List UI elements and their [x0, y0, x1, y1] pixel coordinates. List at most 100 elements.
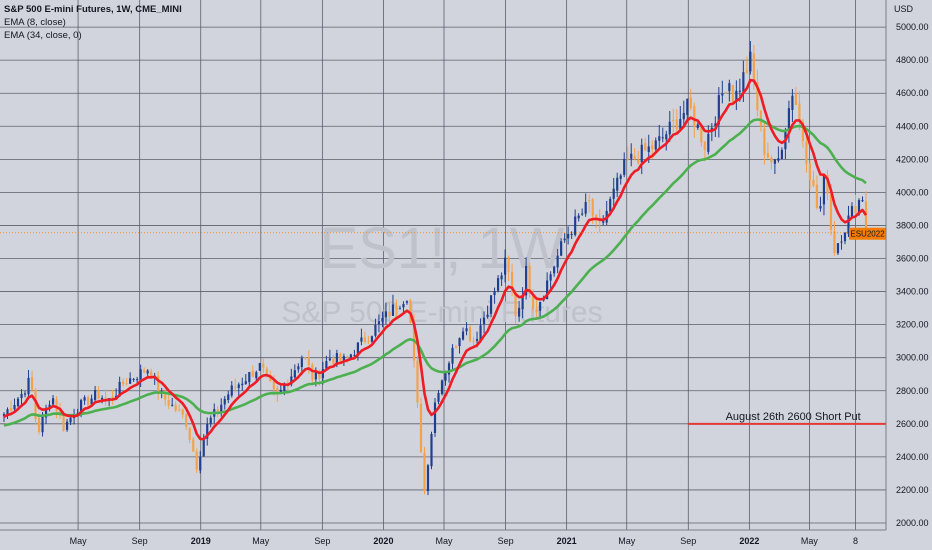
- candle-body: [581, 213, 584, 215]
- candle-body: [682, 113, 685, 120]
- candle-body: [577, 215, 580, 219]
- candle-body: [90, 398, 93, 405]
- price-axis[interactable]: USD 5000.00 4800.00 4600.00 4400.00 4200.00 40…: [885, 0, 932, 550]
- candle-body: [468, 326, 472, 341]
- candle-body: [51, 398, 55, 405]
- candle-body: [9, 408, 13, 411]
- candle-body: [493, 291, 496, 296]
- candle-body: [262, 363, 265, 368]
- candle-body: [44, 407, 48, 418]
- candle-body: [171, 404, 174, 406]
- candle-body: [475, 339, 479, 341]
- candle-body: [367, 340, 370, 342]
- candle-body: [560, 241, 563, 256]
- candle-body: [511, 271, 514, 292]
- candle-body: [780, 149, 783, 160]
- candle-body: [549, 274, 552, 281]
- candle-body: [451, 347, 454, 364]
- candle-body: [94, 390, 97, 400]
- time-tick-label: May: [436, 536, 454, 546]
- candle-body: [216, 409, 219, 412]
- candle-body: [150, 371, 153, 378]
- candle-body: [192, 439, 195, 452]
- price-tick-label: 2200.00: [896, 485, 929, 495]
- candle-body: [244, 381, 247, 385]
- candle-body: [300, 358, 303, 368]
- candle-body: [258, 363, 261, 371]
- candle-body: [819, 206, 822, 209]
- candle-body: [525, 265, 528, 296]
- candle-body: [665, 134, 668, 140]
- candle-body: [237, 384, 240, 388]
- candle-body: [756, 82, 759, 111]
- price-tick-label: 3600.00: [896, 254, 929, 264]
- candle-body: [381, 317, 384, 322]
- candle-body: [139, 369, 142, 379]
- candle-body: [644, 143, 647, 151]
- candle-body: [349, 354, 352, 358]
- candle-body: [633, 155, 636, 159]
- grid: [0, 0, 886, 530]
- candle-body: [461, 331, 465, 340]
- ema-lines: [3, 78, 868, 441]
- time-tick-label: May: [70, 536, 88, 546]
- candle-body: [637, 159, 640, 164]
- candle-body: [6, 409, 9, 415]
- candle-body: [672, 119, 675, 121]
- candle-body: [829, 194, 833, 230]
- time-tick-label: May: [252, 536, 270, 546]
- price-tick-label: 3000.00: [896, 353, 929, 363]
- candle-body: [23, 393, 27, 395]
- candle-body: [111, 396, 114, 399]
- candle-body: [854, 205, 857, 213]
- ema-34-line: [3, 118, 867, 427]
- candle-body: [227, 394, 230, 401]
- legend-ema-slow[interactable]: EMA (34, close, 0): [4, 30, 82, 41]
- candle-body: [651, 145, 654, 150]
- candle-body: [805, 142, 808, 164]
- candle-body: [34, 389, 37, 420]
- candle-body: [426, 465, 430, 492]
- candle-body: [48, 404, 51, 408]
- candle-body: [143, 370, 146, 373]
- candle-body: [276, 388, 279, 395]
- candle-body: [65, 421, 69, 430]
- candle-body: [647, 146, 650, 152]
- candle-body: [20, 393, 23, 399]
- candle-body: [574, 216, 577, 235]
- price-tick-label: 2600.00: [896, 419, 929, 429]
- legend-ema-fast[interactable]: EMA (8, close): [4, 17, 66, 28]
- symbol-tag: [849, 227, 886, 240]
- time-axis[interactable]: May Sep 2019 May Sep 2020 May Sep 2021 May Sep 2022…: [0, 529, 932, 550]
- candle-body: [122, 381, 125, 385]
- price-tick-label: 2400.00: [896, 452, 929, 462]
- candle-body: [686, 98, 689, 115]
- candle-body: [700, 124, 703, 143]
- candle-body: [304, 356, 307, 358]
- candle-body: [521, 295, 524, 310]
- candle-body: [430, 434, 433, 467]
- candle-body: [132, 378, 135, 380]
- candle-body: [791, 95, 794, 110]
- time-tick-label: May: [801, 536, 819, 546]
- candle-body: [836, 243, 840, 254]
- candle-body: [808, 163, 812, 181]
- candle-body: [752, 53, 755, 83]
- candle-body: [178, 409, 181, 411]
- candle-body: [181, 409, 184, 415]
- candle-body: [101, 397, 104, 400]
- candle-body: [496, 278, 500, 291]
- candle-body: [69, 417, 72, 423]
- candle-body: [83, 397, 86, 401]
- candle-body: [742, 72, 745, 92]
- candle-body: [745, 70, 748, 73]
- price-axis-background: [886, 0, 932, 550]
- candle-body: [479, 325, 482, 341]
- watermark-name: S&P 500 E-mini Futures: [281, 296, 602, 329]
- candle-body: [283, 385, 286, 391]
- candle-body: [405, 301, 409, 303]
- candle-body: [199, 456, 202, 471]
- candle-body: [118, 381, 121, 397]
